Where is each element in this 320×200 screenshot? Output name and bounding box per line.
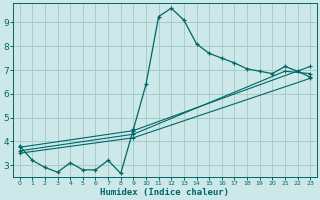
X-axis label: Humidex (Indice chaleur): Humidex (Indice chaleur) xyxy=(100,188,229,197)
